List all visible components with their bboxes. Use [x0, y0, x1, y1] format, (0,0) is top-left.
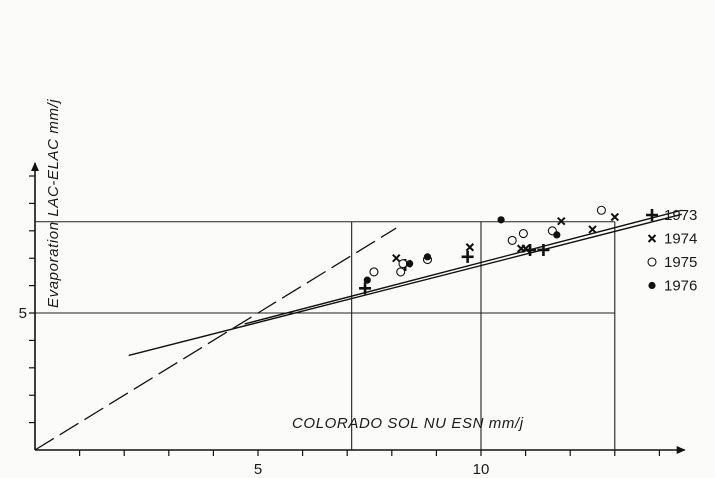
legend-marker-1975	[647, 257, 657, 267]
data-point-1974	[557, 217, 566, 226]
data-point-1976	[406, 260, 414, 268]
legend-label-1973: 1973	[664, 207, 697, 224]
legend: 1973 1974 1975 1976	[646, 207, 697, 295]
reference-lines	[35, 221, 616, 450]
legend-label-1975: 1975	[664, 254, 697, 271]
data-point-1974	[610, 212, 620, 222]
data-point-1975	[369, 267, 379, 277]
data-point-1975	[507, 235, 517, 245]
data-point-1976	[423, 253, 432, 261]
data-point-1975	[518, 228, 528, 239]
data-point-1974	[465, 243, 475, 252]
data-point-1976	[363, 276, 371, 284]
data-point-1973	[359, 282, 372, 295]
data-points	[359, 205, 620, 295]
y-axis-title: Evaporation LAC-ELAC mm/j	[45, 99, 62, 308]
legend-label-1976: 1976	[664, 278, 697, 295]
x-axis-title: COLORADO SOL NU ESN mm/j	[292, 415, 524, 432]
data-point-1976	[497, 216, 505, 224]
x-tick-label: 5	[254, 461, 262, 478]
data-point-1976	[553, 231, 561, 239]
data-point-1974	[588, 225, 597, 234]
fit-line	[128, 213, 682, 357]
axis-ticks: 5 10 5	[19, 175, 661, 478]
legend-marker-1974	[647, 234, 657, 243]
data-point-1974	[521, 244, 530, 253]
fit-line	[244, 209, 682, 325]
legend-label-1974: 1974	[664, 231, 697, 248]
data-point-1975	[396, 267, 406, 277]
x-tick-label: 10	[473, 461, 490, 478]
data-point-1974	[392, 253, 401, 263]
data-point-1975	[596, 205, 606, 215]
data-point-1973	[537, 243, 550, 256]
y-tick-label: 5	[19, 305, 27, 322]
axes	[31, 162, 686, 454]
fit-lines	[34, 209, 682, 451]
legend-marker-1973	[646, 209, 658, 221]
dashed-bisector-line	[34, 227, 397, 451]
data-point-1973	[461, 250, 474, 263]
legend-marker-1976	[648, 281, 656, 290]
data-point-1975	[398, 259, 408, 269]
